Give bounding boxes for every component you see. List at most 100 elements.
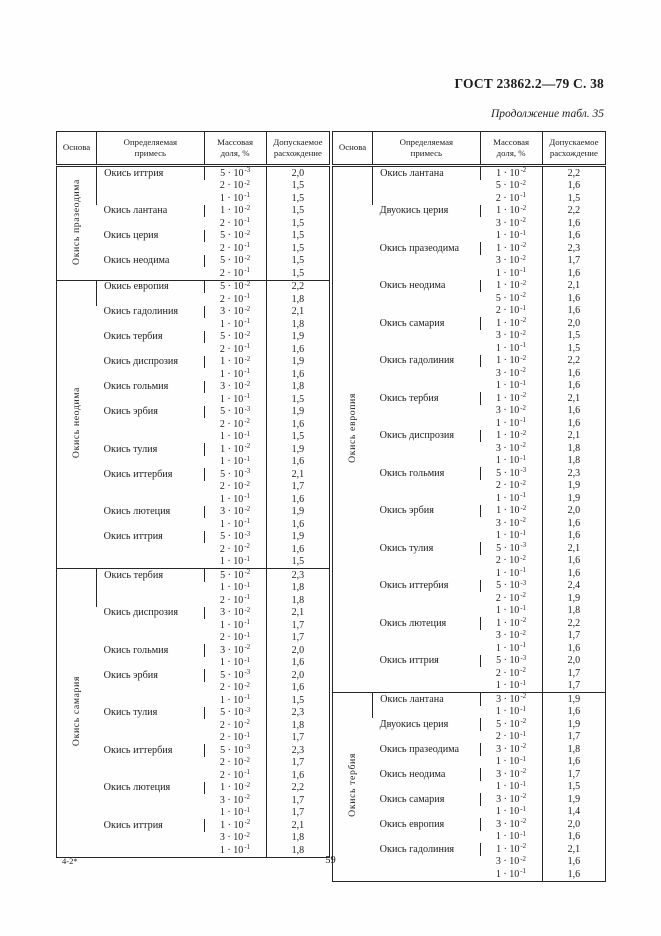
exponent: -1 [244,594,250,602]
exponent: -1 [244,368,250,376]
exponent: -2 [520,292,526,300]
discrepancy-cell: 1,8 [265,380,330,393]
discrepancy-cell: 2,0 [265,165,330,180]
column-header: Массовая доля, % [479,131,543,167]
column-header-line: примесь [134,148,167,158]
mass-fraction-cell: 1 · 10-1 [495,705,526,717]
exponent: -2 [520,768,527,776]
mass-fraction-cell: 2 · 10-1 [219,242,250,254]
table-row: Окись празеодима 3 · 10-2 1,8 [333,743,606,756]
exponent: -1 [244,656,250,664]
discrepancy-cell: 1,7 [541,667,606,680]
table-row: Окись европия Окись лантана 1 · 10-2 2,2 [333,165,606,463]
table-row: Окись тулия 5 · 10-3 2,1 [333,542,606,555]
column-header-line: Основа [338,142,367,153]
table-row: Двуокись церия 1 · 10-2 2,2 [333,204,606,217]
mass-fraction-cell: 3 · 10-2 [479,743,543,756]
base-label: Окись тербия [346,753,358,818]
discrepancy-cell: 1,7 [541,679,606,693]
mass-fraction-cell: 3 · 10-2 [479,818,543,831]
table-row: 1 · 10-1 1,6 [57,656,330,669]
table-row: Окись тулия 5 · 10-3 2,3 [57,706,330,719]
impurity-name-cell: Окись гадолиния [103,306,179,317]
table-row: Окись гадолиния 1 · 10-2 2,1 [333,843,606,856]
table-row: 1 · 10-1 1,6 [333,642,606,655]
table-row: 1 · 10-1 1,5 [333,342,606,355]
table-row: 2 · 10-2 1,5 [57,179,330,192]
discrepancy-cell: 1,5 [265,204,330,217]
mass-fraction-cell: 1 · 10-1 [495,868,526,880]
mass-fraction-cell: 1 · 10-2 [479,504,543,517]
exponent: -1 [244,731,250,739]
discrepancy-cell: 2,2 [541,354,606,367]
discrepancy-cell: 2,4 [541,579,606,592]
discrepancy-cell: 1,5 [265,430,330,443]
mass-fraction-cell: 5 · 10-3 [203,165,267,180]
exponent: -2 [520,442,526,450]
impurity-name-cell: Окись лантана [103,205,168,216]
exponent: -1 [244,518,250,526]
table-row: Окись неодима 1 · 10-2 2,1 [333,279,606,292]
mass-fraction-cell: 3 · 10-2 [495,855,526,867]
discrepancy-cell: 2,0 [541,654,606,667]
discrepancy-cell: 1,6 [541,705,606,718]
exponent: -2 [244,781,251,789]
base-cell: Окись европия [333,166,373,693]
discrepancy-cell: 2,3 [265,706,330,719]
table-row: 1 · 10-1 1,6 [57,368,330,381]
exponent: -3 [244,468,251,476]
discrepancy-cell: 1,6 [265,681,330,694]
mass-fraction-cell: 3 · 10-2 [219,831,250,843]
mass-fraction-cell: 1 · 10-1 [219,555,250,567]
discrepancy-cell: 2,0 [265,669,330,682]
gost-reference: ГОСТ 23862.2—79 С. 38 [454,76,604,91]
exponent: -1 [520,604,526,612]
mass-fraction-cell: 2 · 10-1 [219,731,250,743]
discrepancy-cell: 1,8 [265,594,330,607]
exponent: -1 [244,293,250,301]
mass-fraction-cell: 1 · 10-1 [219,581,250,593]
table-row: 1 · 10-1 1,9 [333,492,606,505]
column-header: Допускаемое расхождение [265,131,330,167]
impurity-name-cell: Окись лютеция [379,617,447,629]
mass-fraction-cell: 3 · 10-2 [479,692,543,706]
exponent: -1 [520,642,526,650]
exponent: -1 [520,529,526,537]
table-row: Окись диспрозия 1 · 10-2 2,1 [333,429,606,442]
impurity-name-cell: Окись гадолиния [379,843,455,855]
discrepancy-cell: 1,8 [541,743,606,756]
mass-fraction-cell: 1 · 10-1 [495,529,526,541]
exponent: -3 [244,744,251,752]
mass-fraction-cell: 5 · 10-2 [203,330,267,343]
table-row: Окись иттрия 5 · 10-3 2,0 [333,654,606,667]
table-body: Окись празеодима Окись иттрия 5 · 10-3 2,0 2… [56,165,330,857]
mass-fraction-cell: 1 · 10-2 [479,279,543,292]
table-row: 2 · 10-1 1,5 [333,192,606,205]
discrepancy-cell: 2,3 [265,568,330,582]
discrepancy-cell: 2,0 [541,504,606,517]
column-header-line: доля, % [496,148,526,158]
exponent: -1 [520,229,526,237]
impurity-name-cell: Окись неодима [103,255,170,266]
base-cell: Окись празеодима [57,166,97,281]
exponent: -1 [244,694,250,702]
table-row: 1 · 10-1 1,8 [57,318,330,331]
exponent: -2 [244,831,250,839]
exponent: -2 [244,280,251,288]
mass-fraction-cell: 5 · 10-3 [479,467,543,480]
exponent: -1 [520,567,526,575]
table-row: 2 · 10-2 1,6 [57,543,330,556]
exponent: -2 [520,217,526,225]
mass-fraction-cell: 2 · 10-2 [495,592,526,604]
exponent: -1 [244,844,250,852]
table-row: 1 · 10-1 1,5 [57,555,330,569]
impurity-name-cell: Окись тулия [103,443,158,455]
exponent: -2 [244,569,251,577]
table-row: 2 · 10-1 1,6 [57,769,330,782]
impurity-name-cell: Окись диспрозия [379,430,455,441]
discrepancy-cell: 1,7 [541,768,606,781]
table-row: 1 · 10-1 1,5 [57,694,330,707]
mass-fraction-cell: 5 · 10-3 [203,706,267,719]
exponent: -3 [520,542,527,550]
exponent: -2 [520,204,527,212]
